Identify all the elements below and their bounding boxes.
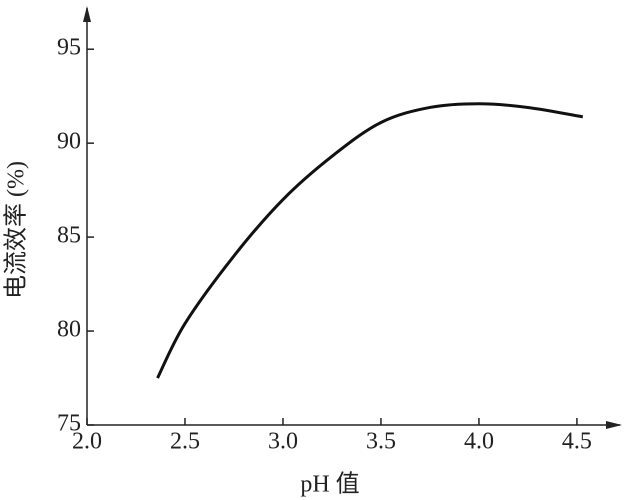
x-tick-label: 4.5 xyxy=(562,429,592,455)
line xyxy=(156,102,584,379)
x-tick-label: 3.5 xyxy=(366,429,396,455)
y-tick-label: 90 xyxy=(57,129,81,155)
y-tick-label: 75 xyxy=(57,411,81,437)
y-tick-label: 80 xyxy=(57,317,81,343)
x-tick-label: 2.0 xyxy=(72,429,102,455)
x-axis-arrow xyxy=(606,421,622,429)
y-tick-label: 95 xyxy=(57,35,81,61)
x-tick-label: 3.0 xyxy=(268,429,298,455)
y-tick-label: 85 xyxy=(57,223,81,249)
y-axis-label: 电流效率 (%) xyxy=(3,161,30,299)
x-tick-label: 2.5 xyxy=(170,429,200,455)
x-axis-label: pH 值 xyxy=(300,471,359,498)
y-axis-arrow xyxy=(83,6,91,22)
x-tick-label: 4.0 xyxy=(464,429,494,455)
